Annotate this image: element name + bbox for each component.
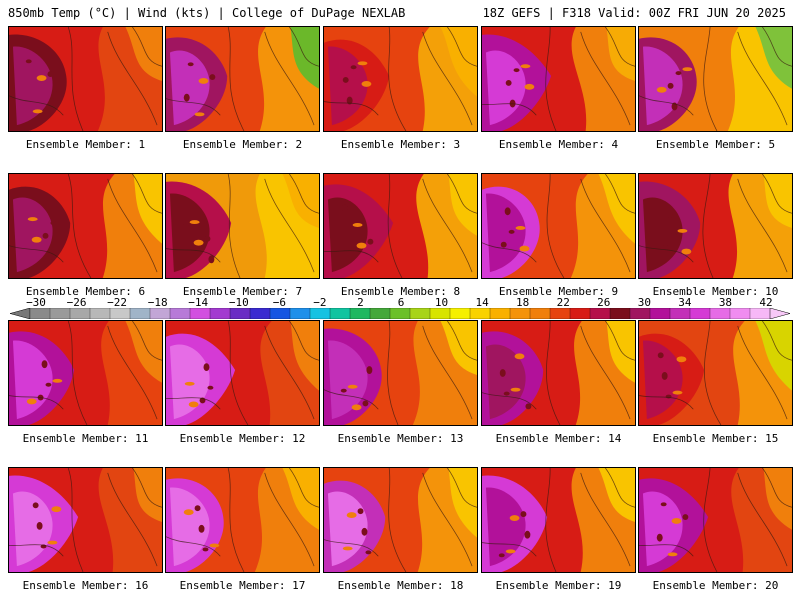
ensemble-map-panel bbox=[165, 26, 320, 132]
ensemble-member-label: Ensemble Member: 18 bbox=[337, 579, 464, 592]
ensemble-map-panel bbox=[8, 173, 163, 279]
ensemble-member-label: Ensemble Member: 6 bbox=[25, 285, 146, 298]
colorbar-tick-label: 26 bbox=[597, 296, 611, 309]
ensemble-member-label: Ensemble Member: 13 bbox=[337, 432, 464, 445]
ensemble-member-label: Ensemble Member: 7 bbox=[182, 285, 303, 298]
colorbar-tick-label: 42 bbox=[759, 296, 773, 309]
ensemble-member-label: Ensemble Member: 15 bbox=[652, 432, 779, 445]
ensemble-member-label: Ensemble Member: 5 bbox=[655, 138, 776, 151]
ensemble-member-label: Ensemble Member: 19 bbox=[495, 579, 622, 592]
colorbar-tick-label: −14 bbox=[188, 296, 209, 309]
ensemble-map-panel bbox=[481, 26, 636, 132]
ensemble-member-label: Ensemble Member: 14 bbox=[495, 432, 622, 445]
ensemble-member-label: Ensemble Member: 17 bbox=[179, 579, 306, 592]
ensemble-map-panel bbox=[323, 173, 478, 279]
ensemble-map-panel bbox=[481, 467, 636, 573]
colorbar-tick-label: −10 bbox=[228, 296, 249, 309]
colorbar-tick-label: −18 bbox=[147, 296, 168, 309]
ensemble-member-label: Ensemble Member: 10 bbox=[652, 285, 779, 298]
colorbar-tick-label: 18 bbox=[516, 296, 530, 309]
ensemble-map-panel bbox=[8, 26, 163, 132]
ensemble-member-label: Ensemble Member: 16 bbox=[22, 579, 149, 592]
colorbar-tick-label: −6 bbox=[272, 296, 286, 309]
colorbar-tick-label: 30 bbox=[637, 296, 651, 309]
ensemble-map-panel bbox=[638, 467, 793, 573]
ensemble-map-panel bbox=[8, 320, 163, 426]
ensemble-map-panel bbox=[323, 467, 478, 573]
ensemble-member-label: Ensemble Member: 3 bbox=[340, 138, 461, 151]
colorbar-tick-label: 10 bbox=[434, 296, 449, 309]
ensemble-member-label: Ensemble Member: 9 bbox=[498, 285, 619, 298]
ensemble-map-panel bbox=[323, 26, 478, 132]
colorbar-tick-label: 6 bbox=[397, 296, 405, 309]
colorbar-tick-label: 22 bbox=[556, 296, 570, 309]
ensemble-member-label: Ensemble Member: 11 bbox=[22, 432, 149, 445]
colorbar-tick-label: −30 bbox=[26, 296, 46, 309]
ensemble-map-panel bbox=[165, 173, 320, 279]
colorbar-tick-label: 34 bbox=[678, 296, 692, 309]
colorbar-tick-label: 14 bbox=[475, 296, 489, 309]
ensemble-map-panel bbox=[323, 320, 478, 426]
ensemble-member-label: Ensemble Member: 4 bbox=[498, 138, 619, 151]
colorbar-tick-label: −26 bbox=[66, 296, 87, 309]
colorbar-tick-label: 2 bbox=[357, 296, 364, 309]
ensemble-map-panel bbox=[638, 320, 793, 426]
ensemble-map-panel bbox=[165, 320, 320, 426]
ensemble-member-label: Ensemble Member: 2 bbox=[182, 138, 303, 151]
ensemble-member-label: Ensemble Member: 12 bbox=[179, 432, 306, 445]
ensemble-map-panel bbox=[638, 26, 793, 132]
ensemble-map-panel bbox=[165, 467, 320, 573]
ensemble-map-panel bbox=[8, 467, 163, 573]
ensemble-map-panel bbox=[638, 173, 793, 279]
colorbar-tick-label: 38 bbox=[718, 296, 733, 309]
ensemble-member-label: Ensemble Member: 1 bbox=[25, 138, 146, 151]
ensemble-member-label: Ensemble Member: 8 bbox=[340, 285, 461, 298]
model-valid-time: 18Z GEFS | F318 Valid: 00Z FRI JUN 20 20… bbox=[482, 6, 786, 20]
ensemble-member-label: Ensemble Member: 20 bbox=[652, 579, 779, 592]
colorbar-tick-label: −22 bbox=[107, 296, 128, 309]
ensemble-map-panel bbox=[481, 173, 636, 279]
colorbar-tick-label: −2 bbox=[313, 296, 327, 309]
temperature-colorbar bbox=[10, 308, 790, 319]
map-title: 850mb Temp (°C) | Wind (kts) | College o… bbox=[8, 6, 406, 20]
ensemble-map-panel bbox=[481, 320, 636, 426]
